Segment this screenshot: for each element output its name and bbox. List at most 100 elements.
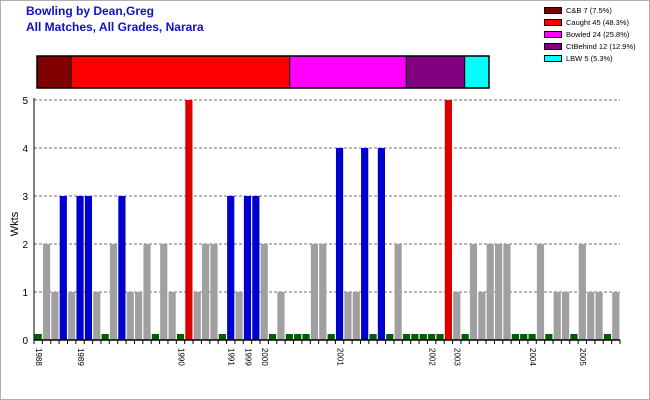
- bar: [252, 196, 260, 340]
- x-tick-label: 1988: [34, 348, 43, 366]
- bar: [319, 244, 327, 340]
- bar: [461, 334, 469, 340]
- bar: [453, 292, 461, 340]
- y-axis-label: Wkts: [9, 211, 21, 236]
- legend-label: C&B 7 (7.5%): [566, 5, 612, 15]
- bar: [612, 292, 620, 340]
- legend-item: Caught 45 (48.3%): [544, 16, 636, 28]
- bar: [143, 244, 151, 340]
- bar: [277, 292, 285, 340]
- bar: [361, 148, 369, 340]
- chart-title: Bowling by Dean,Greg: [26, 4, 155, 18]
- legend-swatch: [544, 30, 562, 38]
- x-tick-label: 2003: [453, 348, 462, 366]
- bar: [545, 334, 553, 340]
- legend-item: LBW 5 (5.3%): [544, 52, 636, 64]
- bar: [285, 334, 293, 340]
- bar: [34, 334, 42, 340]
- bar: [344, 292, 352, 340]
- bar: [436, 334, 444, 340]
- y-tick-label: 4: [22, 144, 28, 155]
- bar: [578, 244, 586, 340]
- x-tick-label: 2002: [427, 348, 436, 366]
- x-tick-label: 1999: [243, 348, 252, 366]
- bar: [176, 334, 185, 340]
- bar: [394, 244, 402, 340]
- bar: [419, 334, 427, 340]
- legend-label: Caught 45 (48.3%): [566, 17, 629, 27]
- y-tick-label: 0: [22, 336, 28, 347]
- stack-segment: [36, 55, 72, 89]
- bar: [294, 334, 302, 340]
- bar: [202, 244, 210, 340]
- bar: [570, 334, 578, 340]
- x-tick-label: 2004: [528, 348, 537, 366]
- bar: [42, 244, 51, 340]
- bar: [327, 334, 335, 340]
- bar: [68, 292, 76, 340]
- bar: [428, 334, 436, 340]
- bar: [218, 334, 226, 340]
- bar: [168, 292, 176, 340]
- y-tick-label: 1: [22, 288, 28, 299]
- x-tick-label: 2001: [335, 348, 344, 366]
- bar: [603, 334, 612, 340]
- bar: [595, 292, 603, 340]
- legend-swatch: [544, 18, 562, 26]
- bar: [93, 292, 101, 340]
- bar: [495, 244, 503, 340]
- bar: [536, 244, 545, 340]
- bar: [185, 100, 193, 340]
- bar: [377, 148, 386, 340]
- y-tick-label: 5: [22, 96, 28, 107]
- bar: [335, 148, 344, 340]
- bar: [402, 334, 411, 340]
- bar: [302, 334, 310, 340]
- stack-segment: [464, 55, 490, 89]
- x-tick-label: 2005: [578, 348, 587, 366]
- x-tick-label: 1991: [227, 348, 236, 366]
- bar: [109, 244, 118, 340]
- bar: [51, 292, 59, 340]
- legend-label: CtBehind 12 (12.9%): [566, 41, 636, 51]
- stack-segment: [405, 55, 466, 89]
- bar: [227, 196, 235, 340]
- stack-segment: [70, 55, 291, 89]
- legend-swatch: [544, 6, 562, 14]
- bar: [268, 334, 277, 340]
- y-tick-label: 2: [22, 240, 28, 251]
- x-tick-label: 1989: [76, 348, 85, 366]
- legend-swatch: [544, 42, 562, 50]
- legend-item: C&B 7 (7.5%): [544, 4, 636, 16]
- bar: [151, 334, 159, 340]
- bar: [520, 334, 528, 340]
- legend-item: Bowled 24 (25.8%): [544, 28, 636, 40]
- legend-label: Bowled 24 (25.8%): [566, 29, 630, 39]
- bar: [210, 244, 218, 340]
- bar: [310, 244, 319, 340]
- bar: [352, 292, 360, 340]
- bar: [126, 292, 134, 340]
- bar: [59, 196, 67, 340]
- legend-label: LBW 5 (5.3%): [566, 53, 613, 63]
- bar: [528, 334, 536, 340]
- bar: [76, 196, 84, 340]
- y-tick-label: 3: [22, 192, 28, 203]
- bar: [135, 292, 143, 340]
- bar: [503, 244, 511, 340]
- x-tick-label: 2000: [260, 348, 269, 366]
- bar: [511, 334, 519, 340]
- x-tick-label: 1990: [176, 348, 185, 366]
- bar: [369, 334, 377, 340]
- legend-swatch: [544, 54, 562, 62]
- bar: [587, 292, 595, 340]
- bar: [193, 292, 201, 340]
- bar: [84, 196, 93, 340]
- legend-item: CtBehind 12 (12.9%): [544, 40, 636, 52]
- bar: [260, 244, 268, 340]
- bar: [444, 100, 452, 340]
- stack-border: [36, 55, 490, 89]
- bar: [243, 196, 252, 340]
- bar: [411, 334, 419, 340]
